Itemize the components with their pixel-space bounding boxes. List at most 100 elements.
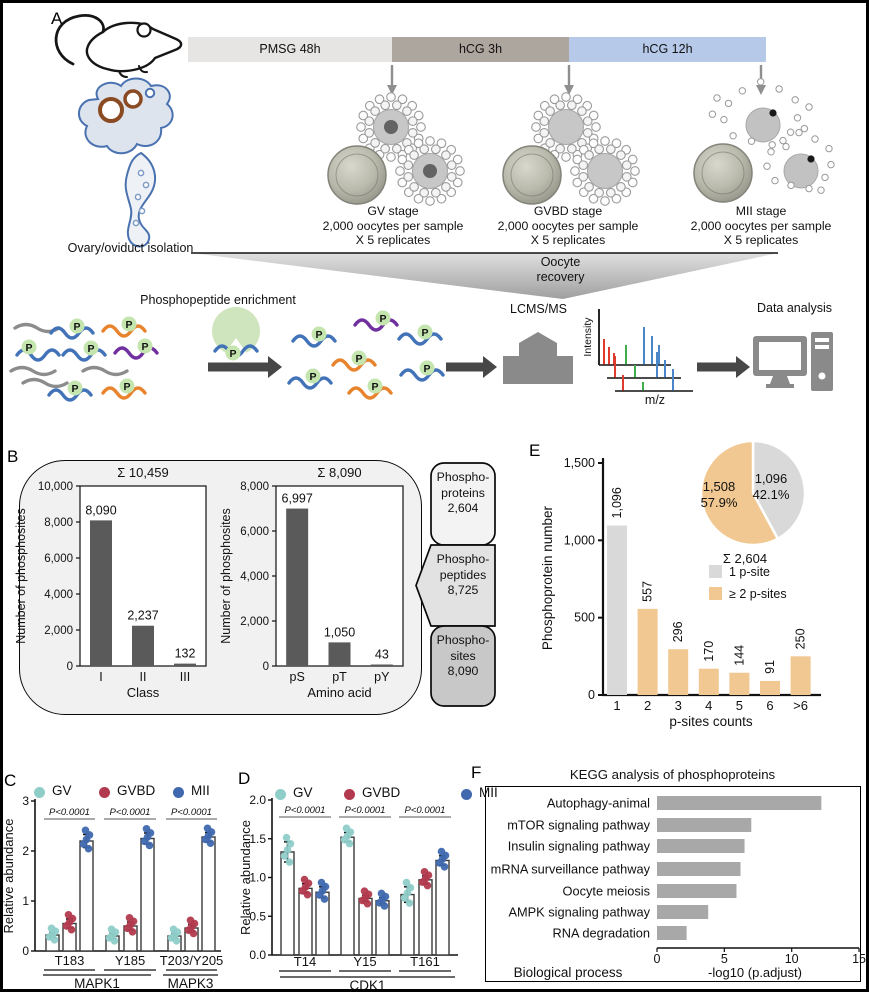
svg-text:P: P — [315, 329, 322, 341]
data-dot — [280, 852, 289, 860]
phospho-badge — [367, 378, 383, 394]
data-dot — [170, 931, 179, 939]
flow-arrow-icon — [208, 356, 282, 378]
svg-text:250: 250 — [794, 628, 808, 649]
timeline-arrow-icon — [564, 65, 574, 95]
svg-text:0: 0 — [654, 952, 661, 966]
svg-text:2: 2 — [22, 844, 29, 858]
bar — [607, 525, 627, 695]
side-box-phosphoproteins-label: Phospho-proteins 2,604 — [436, 470, 490, 516]
panel-e-label: E — [529, 441, 541, 460]
bar — [201, 836, 216, 952]
svg-text:P: P — [87, 343, 94, 355]
data-dot — [142, 825, 151, 833]
kegg-title: KEGG analysis of phosphoproteins — [569, 767, 776, 782]
legend-label-gvbd-c: GVBD — [117, 783, 156, 798]
bar — [132, 625, 154, 666]
svg-text:4,000: 4,000 — [240, 571, 269, 583]
data-dot — [169, 925, 178, 934]
side-box-phosphosites-label: Phospho-sites 8,090 — [436, 633, 490, 679]
svg-text:Autophagy-animal: Autophagy-animal — [547, 796, 650, 811]
data-dot — [203, 824, 212, 833]
legend-label-gvbd-d: GVBD — [362, 785, 401, 800]
data-dot — [282, 833, 291, 842]
data-dot — [108, 931, 117, 939]
svg-text:0: 0 — [263, 661, 269, 673]
bar — [298, 887, 313, 956]
svg-text:pT: pT — [332, 670, 347, 684]
bar — [90, 520, 112, 666]
phospho-badge — [351, 350, 367, 366]
svg-text:4: 4 — [705, 698, 712, 713]
data-dot — [403, 889, 412, 897]
svg-text:Y185: Y185 — [115, 953, 145, 968]
svg-text:1,000: 1,000 — [564, 533, 595, 547]
data-dot — [186, 916, 195, 925]
panel-a-label: A — [51, 9, 63, 28]
svg-text:T161: T161 — [410, 954, 440, 969]
stage-replicates: X 5 replicates — [723, 233, 799, 248]
data-analysis-label: Data analysis — [756, 301, 833, 315]
svg-text:mRNA surveillance pathway: mRNA surveillance pathway — [491, 862, 651, 877]
data-dot — [47, 924, 56, 933]
svg-text:p-sites counts: p-sites counts — [669, 714, 753, 729]
funnel-label-line2: recovery — [536, 270, 585, 284]
bar — [657, 839, 745, 853]
oocyte-cluster-gv — [327, 92, 465, 206]
flow-arrow-icon — [697, 356, 750, 378]
phospho-badge — [419, 360, 435, 376]
data-dot — [82, 835, 91, 844]
svg-text:3: 3 — [22, 794, 29, 808]
svg-text:P: P — [355, 353, 362, 365]
timeline-label-hcg12: hCG 12h — [642, 42, 693, 56]
bar — [340, 836, 355, 956]
svg-text:P: P — [309, 371, 316, 383]
svg-text:0: 0 — [67, 661, 73, 673]
svg-text:296: 296 — [671, 621, 685, 642]
svg-text:5: 5 — [736, 698, 743, 713]
data-dot — [107, 925, 116, 934]
data-dot — [440, 862, 449, 871]
data-dot — [50, 935, 59, 944]
svg-text:CDK1: CDK1 — [349, 978, 385, 992]
stage-title: GVBD stage — [533, 204, 603, 218]
svg-text:P<0.0001: P<0.0001 — [345, 805, 386, 816]
bar — [286, 508, 309, 666]
svg-text:T183: T183 — [55, 953, 85, 968]
chart-phosphosites-by-class: Σ 10,459 0 2,000 4,000 6,000 8,000 10,000 8,090… — [14, 465, 207, 700]
stage-replicates: X 5 replicates — [355, 233, 431, 248]
bar — [358, 897, 373, 956]
timeline-label-hcg3: hCG 3h — [458, 42, 503, 56]
bar — [657, 905, 709, 919]
data-dot — [128, 928, 137, 936]
svg-text:P<0.0001: P<0.0001 — [110, 807, 151, 818]
bar — [79, 840, 94, 952]
svg-text:Phosphoprotein number: Phosphoprotein number — [540, 505, 555, 650]
stage-replicates: X 5 replicates — [530, 233, 606, 248]
bar — [668, 649, 689, 695]
svg-text:170: 170 — [702, 641, 716, 662]
legend-swatch-2psites — [709, 587, 722, 600]
data-dot — [405, 899, 414, 907]
oocyte-cluster-gvbd — [502, 92, 640, 206]
svg-text:4,000: 4,000 — [44, 589, 73, 601]
legend-label-gv-d: GV — [293, 785, 313, 800]
svg-text:8,090: 8,090 — [85, 503, 116, 517]
panel-b-label: B — [7, 447, 19, 466]
svg-text:P: P — [73, 321, 80, 333]
phospho-badge — [69, 318, 85, 334]
data-dot — [360, 887, 369, 895]
svg-text:P: P — [371, 381, 378, 393]
data-dot — [301, 883, 310, 891]
data-dot — [65, 918, 74, 927]
panel-d-label: D — [238, 769, 251, 788]
peptide-mixture-icon: P PP P PP P — [9, 316, 159, 402]
bar — [637, 608, 658, 695]
svg-text:8,000: 8,000 — [44, 517, 73, 529]
data-dot — [423, 881, 432, 890]
phospho-badge — [375, 310, 391, 326]
stage-block-mii: MII stage 2,000 oocytes per sample X 5 r… — [666, 204, 856, 248]
stage-count: 2,000 oocytes per sample — [322, 218, 464, 233]
